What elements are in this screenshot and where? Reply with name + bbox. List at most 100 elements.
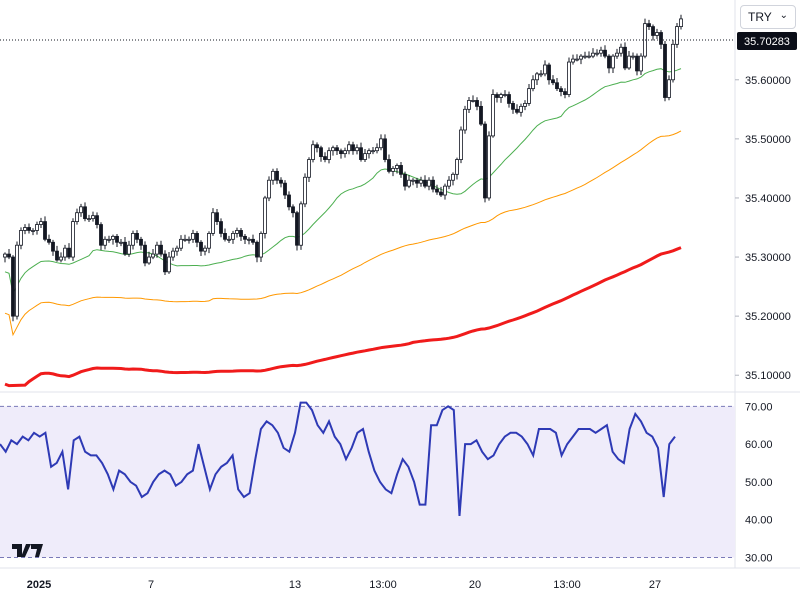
candle	[395, 163, 399, 174]
candle	[323, 152, 327, 163]
candle-body-down	[199, 241, 203, 252]
candle-body-up	[575, 58, 579, 61]
price-axis[interactable]: 35.10000 35.20000 35.30000 35.40000 35.50000…	[735, 75, 791, 382]
candle-body-up	[15, 244, 19, 317]
candle-body-up	[59, 256, 63, 261]
candle	[199, 240, 203, 257]
candle-body-down	[67, 247, 71, 258]
price-tick-label: 35.20000	[745, 311, 791, 323]
candle-body-up	[343, 150, 347, 155]
candle-body-up	[679, 18, 683, 27]
candle	[355, 144, 359, 155]
candle	[475, 97, 479, 111]
candle	[431, 176, 435, 193]
candle-body-down	[359, 147, 363, 160]
candle-body-down	[275, 170, 279, 181]
candle	[71, 218, 75, 261]
candle	[283, 180, 287, 200]
candle	[75, 208, 79, 225]
candle-body-up	[631, 55, 635, 58]
rsi-axis[interactable]: 30.00 40.00 50.00 60.00 70.00	[745, 401, 773, 564]
candle-body-down	[295, 212, 299, 246]
candle-body-up	[63, 247, 67, 258]
candle	[95, 212, 99, 229]
candle	[155, 241, 159, 258]
candle	[371, 147, 375, 155]
candle	[511, 100, 515, 114]
candle-body-up	[455, 159, 459, 175]
candle-body-up	[667, 79, 671, 98]
candle	[651, 24, 655, 41]
candle	[579, 54, 583, 65]
candle-body-up	[119, 241, 123, 244]
candle	[307, 157, 311, 183]
candle-body-up	[203, 247, 207, 252]
candle	[387, 154, 391, 174]
candle	[291, 204, 295, 218]
candle	[647, 19, 651, 30]
candle	[435, 184, 439, 195]
candle	[179, 235, 183, 252]
candle-body-down	[143, 244, 147, 264]
candle-body-up	[331, 147, 335, 152]
candle-body-up	[499, 94, 503, 98]
candle-body-up	[307, 159, 311, 178]
candle-body-up	[23, 227, 27, 231]
candle-body-up	[371, 150, 375, 153]
candle-body-down	[287, 194, 291, 208]
candle-body-up	[443, 185, 447, 196]
candle	[427, 177, 431, 191]
candle	[47, 234, 51, 245]
candle	[239, 228, 243, 242]
candle	[175, 245, 179, 256]
candle	[559, 86, 563, 97]
candle	[443, 183, 447, 200]
moving-averages	[4, 68, 682, 388]
sma-long-line	[4, 246, 682, 388]
candle-body-down	[647, 23, 651, 27]
candle-body-up	[127, 244, 131, 255]
candle	[303, 173, 307, 208]
candle	[675, 23, 679, 48]
candle-body-down	[83, 206, 87, 220]
candle	[247, 237, 251, 245]
candle-body-down	[55, 250, 59, 261]
candle	[403, 171, 407, 191]
time-tick-label: 7	[148, 579, 154, 591]
time-axis[interactable]: 2025 7 13 13:00 20 13:00 27	[0, 567, 800, 591]
candle-body-down	[315, 144, 319, 149]
candle-body-up	[355, 147, 359, 152]
time-tick-label: 2025	[27, 579, 51, 591]
candle-body-up	[627, 55, 631, 69]
candle	[63, 244, 67, 261]
candle	[87, 214, 91, 222]
candle-body-down	[47, 238, 51, 243]
candle-body-up	[167, 256, 171, 273]
candle-body-up	[259, 233, 263, 258]
candle	[7, 249, 11, 260]
tradingview-logo[interactable]: TV	[0, 0, 43, 557]
time-tick-label: 13:00	[553, 579, 581, 591]
candle	[463, 105, 467, 134]
candle	[59, 252, 63, 263]
candle	[383, 134, 387, 163]
candle	[139, 236, 143, 250]
candle-body-down	[551, 79, 555, 84]
candle	[339, 148, 343, 159]
candle	[223, 228, 227, 242]
currency-select[interactable]: TRY ⌄	[740, 5, 796, 29]
candle	[447, 176, 451, 190]
candle	[663, 40, 667, 102]
candle-body-down	[603, 49, 607, 57]
candle-body-up	[211, 212, 215, 234]
candle-body-up	[619, 46, 623, 54]
rsi-panel	[0, 401, 735, 558]
tradingview-logo-icon	[12, 544, 43, 557]
candle-body-down	[95, 215, 99, 225]
candle-body-down	[555, 82, 559, 90]
currency-select-value: TRY	[748, 10, 772, 24]
candle-body-down	[659, 32, 663, 45]
candle	[79, 203, 83, 217]
candle-body-up	[467, 100, 471, 110]
